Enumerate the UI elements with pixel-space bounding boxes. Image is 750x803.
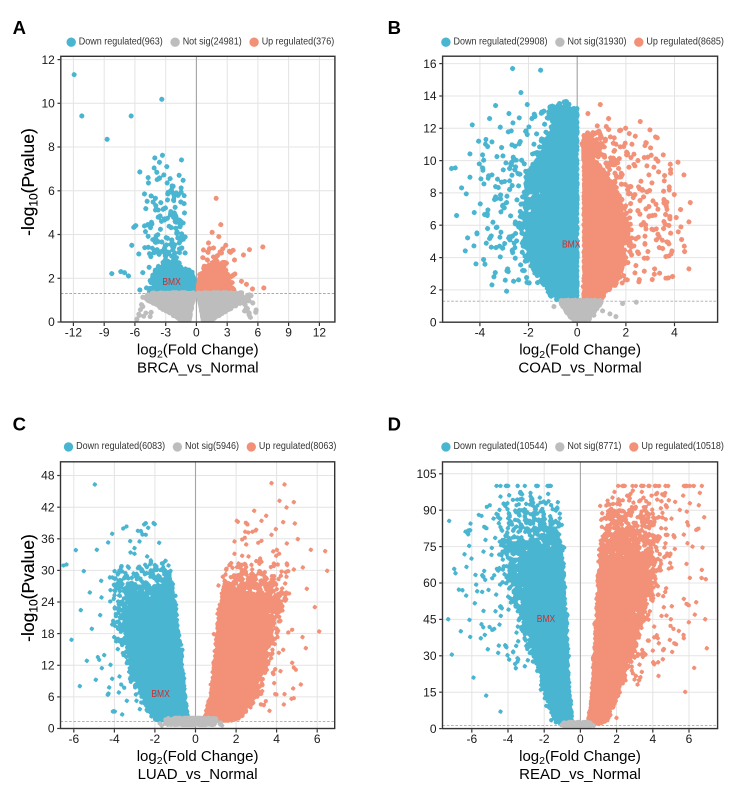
- svg-text:Up regulated(10518): Up regulated(10518): [641, 440, 724, 452]
- svg-text:-3: -3: [160, 325, 171, 339]
- svg-text:Down regulated(963): Down regulated(963): [79, 35, 163, 47]
- svg-text:10: 10: [41, 97, 55, 111]
- svg-text:75: 75: [423, 540, 437, 554]
- svg-text:-log10(Pvalue): -log10(Pvalue): [18, 534, 41, 642]
- svg-text:Up regulated(376): Up regulated(376): [262, 35, 335, 47]
- svg-text:4: 4: [48, 228, 55, 242]
- svg-text:36: 36: [41, 532, 55, 546]
- svg-text:-12: -12: [65, 325, 83, 339]
- svg-text:LUAD_vs_Normal: LUAD_vs_Normal: [138, 766, 258, 783]
- svg-text:0: 0: [430, 722, 437, 736]
- svg-text:A: A: [13, 17, 26, 38]
- svg-text:-9: -9: [99, 325, 110, 339]
- svg-text:6: 6: [314, 732, 321, 746]
- svg-text:-2: -2: [539, 732, 550, 746]
- svg-text:Not sig(5946): Not sig(5946): [185, 440, 239, 452]
- svg-text:BMX: BMX: [562, 238, 581, 250]
- svg-text:3: 3: [224, 325, 231, 339]
- svg-text:45: 45: [423, 613, 437, 627]
- svg-text:B: B: [388, 17, 401, 38]
- svg-text:0: 0: [430, 315, 437, 329]
- svg-text:-log10(Pvalue): -log10(Pvalue): [18, 128, 41, 236]
- svg-text:Not sig(8771): Not sig(8771): [567, 440, 621, 452]
- svg-text:Down regulated(10544): Down regulated(10544): [454, 440, 548, 452]
- svg-text:16: 16: [423, 57, 437, 71]
- svg-text:READ_vs_Normal: READ_vs_Normal: [519, 766, 641, 783]
- svg-text:0: 0: [48, 315, 55, 329]
- svg-text:C: C: [13, 414, 26, 435]
- svg-text:24: 24: [41, 595, 55, 609]
- svg-text:BMX: BMX: [151, 688, 170, 700]
- svg-text:0: 0: [192, 732, 199, 746]
- svg-text:0: 0: [577, 732, 584, 746]
- svg-text:48: 48: [41, 469, 55, 483]
- svg-text:60: 60: [423, 576, 437, 590]
- svg-text:Not sig(24981): Not sig(24981): [183, 35, 242, 47]
- svg-text:-log10(Pvalue): -log10(Pvalue): [18, 534, 41, 642]
- svg-text:D: D: [388, 414, 401, 435]
- svg-text:-4: -4: [475, 326, 486, 340]
- svg-text:6: 6: [48, 184, 55, 198]
- svg-text:-6: -6: [68, 732, 79, 746]
- svg-text:6: 6: [686, 732, 693, 746]
- svg-text:14: 14: [423, 89, 437, 103]
- svg-text:BMX: BMX: [162, 276, 181, 288]
- svg-text:Down regulated(29908): Down regulated(29908): [454, 35, 548, 47]
- svg-text:-6: -6: [130, 325, 141, 339]
- svg-text:Up regulated(8063): Up regulated(8063): [259, 440, 337, 452]
- svg-text:6: 6: [255, 325, 262, 339]
- svg-text:105: 105: [416, 467, 436, 481]
- svg-text:2: 2: [48, 272, 55, 286]
- svg-text:12: 12: [423, 122, 437, 136]
- svg-text:8: 8: [48, 140, 55, 154]
- svg-text:2: 2: [233, 732, 240, 746]
- svg-text:6: 6: [48, 690, 55, 704]
- svg-text:log2(Fold Change): log2(Fold Change): [519, 342, 641, 361]
- svg-text:12: 12: [41, 659, 55, 673]
- svg-text:9: 9: [285, 325, 292, 339]
- svg-text:log2(Fold Change): log2(Fold Change): [519, 748, 641, 767]
- svg-text:42: 42: [41, 500, 55, 514]
- svg-text:-6: -6: [466, 732, 477, 746]
- svg-text:4: 4: [430, 251, 437, 265]
- svg-text:2: 2: [613, 732, 620, 746]
- svg-text:15: 15: [423, 685, 437, 699]
- svg-text:12: 12: [41, 53, 55, 67]
- svg-text:0: 0: [193, 325, 200, 339]
- svg-text:30: 30: [423, 649, 437, 663]
- svg-text:Down regulated(6083): Down regulated(6083): [76, 440, 165, 452]
- svg-text:4: 4: [649, 732, 656, 746]
- svg-text:-4: -4: [109, 732, 120, 746]
- svg-text:90: 90: [423, 503, 437, 517]
- svg-text:18: 18: [41, 627, 55, 641]
- svg-text:4: 4: [671, 326, 678, 340]
- svg-text:-log10(Pvalue): -log10(Pvalue): [18, 128, 41, 236]
- svg-text:BRCA_vs_Normal: BRCA_vs_Normal: [137, 360, 259, 377]
- svg-text:8: 8: [430, 186, 437, 200]
- svg-text:12: 12: [313, 325, 327, 339]
- svg-text:30: 30: [41, 564, 55, 578]
- svg-text:BMX: BMX: [537, 613, 556, 625]
- svg-text:2: 2: [430, 283, 437, 297]
- svg-text:0: 0: [574, 326, 581, 340]
- svg-text:Up regulated(8685): Up regulated(8685): [646, 35, 724, 47]
- svg-text:0: 0: [48, 722, 55, 736]
- svg-text:2: 2: [623, 326, 630, 340]
- svg-text:-2: -2: [150, 732, 161, 746]
- svg-text:10: 10: [423, 154, 437, 168]
- svg-text:COAD_vs_Normal: COAD_vs_Normal: [518, 360, 641, 377]
- svg-text:log2(Fold Change): log2(Fold Change): [137, 748, 259, 767]
- svg-text:-2: -2: [523, 326, 534, 340]
- svg-text:Not sig(31930): Not sig(31930): [568, 35, 627, 47]
- svg-text:6: 6: [430, 218, 437, 232]
- svg-text:4: 4: [273, 732, 280, 746]
- svg-text:-4: -4: [503, 732, 514, 746]
- svg-text:log2(Fold Change): log2(Fold Change): [137, 341, 259, 360]
